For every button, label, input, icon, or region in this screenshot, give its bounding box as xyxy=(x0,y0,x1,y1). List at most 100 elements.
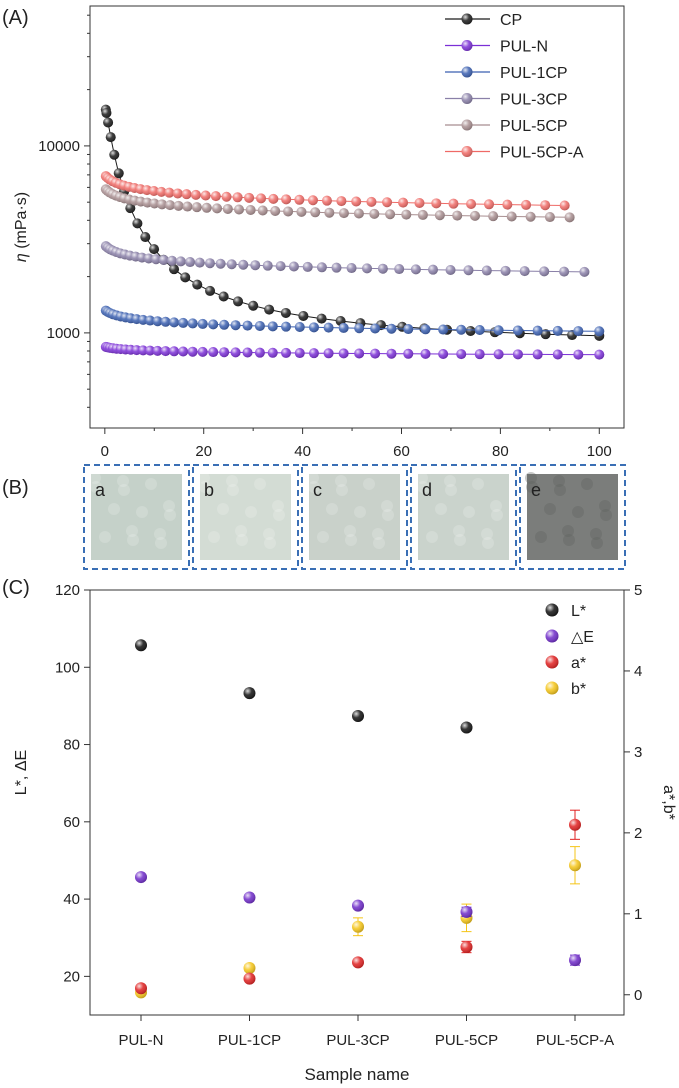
data-point-shade xyxy=(460,721,473,734)
series-CP xyxy=(100,104,605,341)
photo-a: a xyxy=(83,464,190,570)
photo-e: e xyxy=(519,464,626,570)
data-point xyxy=(132,218,143,229)
data-point-shade xyxy=(221,191,232,202)
data-point-shade xyxy=(331,262,342,273)
data-point xyxy=(431,198,442,209)
data-point xyxy=(234,204,245,215)
data-point xyxy=(308,322,319,333)
y-left-tick-label: 100 xyxy=(55,659,80,676)
plot-frame xyxy=(89,5,625,429)
legend-label: PUL-5CP-A xyxy=(500,145,584,162)
photo-texture xyxy=(373,537,385,549)
data-point-shade xyxy=(160,316,171,327)
data-point-shade xyxy=(218,291,229,302)
data-point-shade xyxy=(232,192,243,203)
data-point-shade xyxy=(219,319,230,330)
data-point xyxy=(264,304,275,315)
data-point-shade xyxy=(298,310,309,321)
data-point xyxy=(182,201,193,212)
data-point-shade xyxy=(181,189,192,200)
data-point xyxy=(135,871,147,884)
photo-texture xyxy=(426,531,438,543)
data-point xyxy=(569,818,581,831)
data-point-shade xyxy=(165,200,176,211)
data-point-shade xyxy=(569,818,581,831)
photo-texture xyxy=(136,506,148,518)
data-point-shade xyxy=(158,255,169,266)
data-point-shade xyxy=(200,190,211,201)
data-point xyxy=(420,348,431,359)
data-point xyxy=(145,345,156,356)
data-point xyxy=(544,212,555,223)
photo-texture xyxy=(264,537,276,549)
photo-texture xyxy=(591,537,603,549)
data-point xyxy=(226,259,237,270)
data-point-shade xyxy=(338,208,349,219)
data-point xyxy=(452,210,463,221)
data-point-shade xyxy=(484,199,495,210)
data-point-shade xyxy=(460,905,473,918)
photo-image xyxy=(91,474,182,560)
data-point-shade xyxy=(222,203,233,214)
data-point-shade xyxy=(434,210,445,221)
photo-texture xyxy=(108,503,120,515)
data-point xyxy=(469,210,480,221)
data-point xyxy=(281,321,292,332)
x-tick-label: PUL-N xyxy=(118,1032,163,1049)
data-point-shade xyxy=(257,205,268,216)
x-tick-label: PUL-3CP xyxy=(326,1032,389,1049)
data-point xyxy=(354,348,365,359)
data-point xyxy=(296,206,307,217)
photo-texture xyxy=(90,481,102,493)
photo-texture xyxy=(208,531,220,543)
x-tick-label: PUL-1CP xyxy=(218,1032,281,1049)
data-point xyxy=(194,257,205,268)
photo-image xyxy=(309,474,400,560)
data-point-shade xyxy=(420,324,431,335)
data-point xyxy=(268,193,279,204)
data-point-shade xyxy=(481,265,492,276)
data-point xyxy=(215,258,226,269)
data-point xyxy=(230,347,241,358)
data-point-shade xyxy=(474,325,485,336)
data-point-shade xyxy=(169,317,180,328)
y-left-tick-label: 20 xyxy=(63,968,80,985)
data-point xyxy=(466,198,477,209)
data-point-shade xyxy=(559,200,570,211)
data-point xyxy=(190,189,201,200)
data-point xyxy=(267,321,278,332)
series-L* xyxy=(135,639,473,734)
photo-label: b xyxy=(204,480,214,500)
data-point-shade xyxy=(512,349,523,360)
data-point-shade xyxy=(463,265,474,276)
data-point xyxy=(398,197,409,208)
data-point-shade xyxy=(140,232,151,243)
data-point xyxy=(594,349,605,360)
data-point xyxy=(493,349,504,360)
photo-texture xyxy=(217,503,229,515)
data-point xyxy=(158,255,169,266)
y-left-tick-label: 40 xyxy=(63,891,80,908)
data-point xyxy=(221,191,232,202)
data-point xyxy=(362,263,373,274)
data-point-shade xyxy=(346,263,357,274)
data-point xyxy=(283,206,294,217)
data-point xyxy=(474,325,485,336)
data-point xyxy=(307,195,318,206)
data-point-shade xyxy=(244,192,255,203)
data-point-shade xyxy=(280,307,291,318)
data-point xyxy=(169,346,180,357)
data-point-shade xyxy=(148,185,159,196)
photo-texture xyxy=(482,537,494,549)
data-point xyxy=(519,266,530,277)
data-point-shade xyxy=(452,210,463,221)
legend-label: PUL-N xyxy=(500,39,548,56)
data-point-shade xyxy=(135,982,147,995)
photo-texture xyxy=(227,484,239,496)
data-point-shade xyxy=(352,709,364,722)
data-point-shade xyxy=(460,941,473,953)
data-point-shade xyxy=(250,260,261,271)
data-point xyxy=(370,323,381,334)
data-point xyxy=(232,192,243,203)
